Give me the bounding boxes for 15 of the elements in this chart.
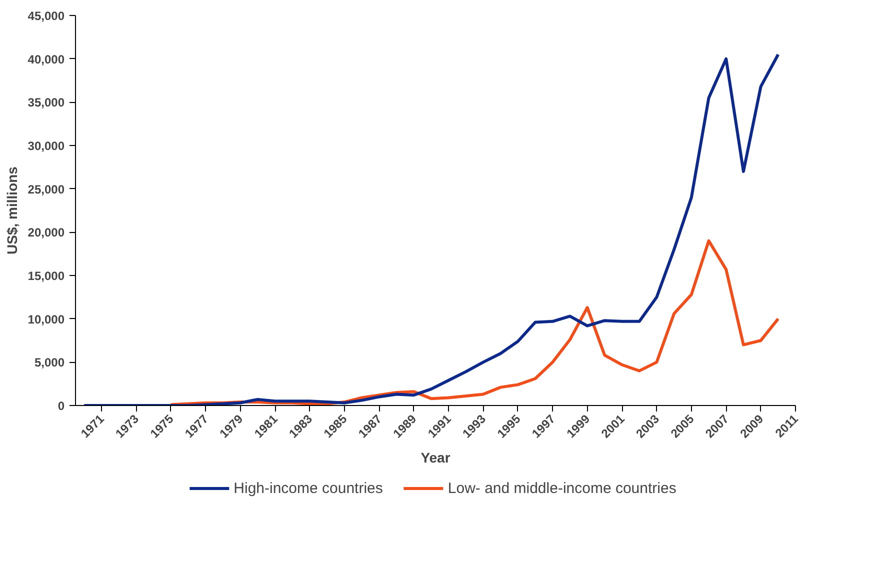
y-tick-label: 35,000 xyxy=(28,96,65,110)
y-tick-label: 20,000 xyxy=(28,226,65,240)
y-axis-title: US$, millions xyxy=(4,166,20,254)
y-tick-label: 0 xyxy=(58,399,65,413)
x-axis-title: Year xyxy=(420,450,451,466)
y-tick-label: 5,000 xyxy=(34,356,65,370)
y-tick-label: 30,000 xyxy=(28,139,65,153)
y-tick-label: 15,000 xyxy=(28,269,65,283)
y-tick-label: 25,000 xyxy=(28,182,65,196)
legend-label: High-income countries xyxy=(234,480,383,496)
y-tick-label: 40,000 xyxy=(28,52,65,66)
line-series xyxy=(82,53,780,406)
y-tick-label: 10,000 xyxy=(28,312,65,326)
y-tick-label: 45,000 xyxy=(28,9,65,23)
legend-label: Low- and middle-income countries xyxy=(448,480,676,496)
